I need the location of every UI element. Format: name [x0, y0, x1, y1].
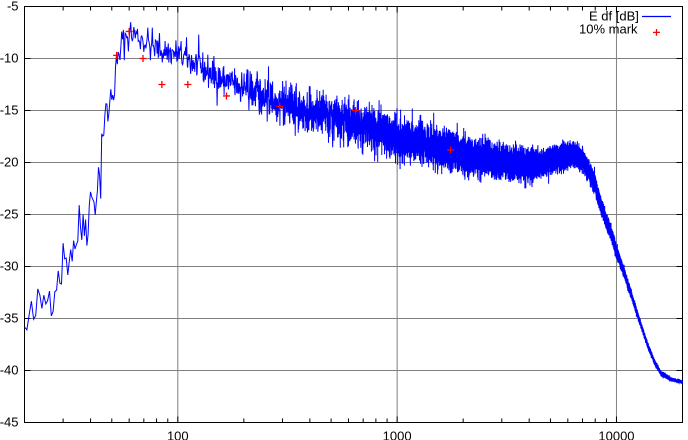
svg-text:-20: -20: [0, 155, 19, 170]
svg-text:-5: -5: [7, 0, 19, 14]
svg-text:-35: -35: [0, 311, 19, 326]
svg-text:-30: -30: [0, 259, 19, 274]
svg-text:100: 100: [167, 429, 189, 440]
svg-text:10000: 10000: [598, 429, 634, 440]
svg-text:-15: -15: [0, 103, 19, 118]
svg-text:1000: 1000: [383, 429, 412, 440]
svg-text:-10: -10: [0, 51, 19, 66]
svg-text:-40: -40: [0, 363, 19, 378]
svg-text:10% mark: 10% mark: [579, 22, 638, 37]
svg-text:-45: -45: [0, 415, 19, 430]
svg-text:-25: -25: [0, 207, 19, 222]
